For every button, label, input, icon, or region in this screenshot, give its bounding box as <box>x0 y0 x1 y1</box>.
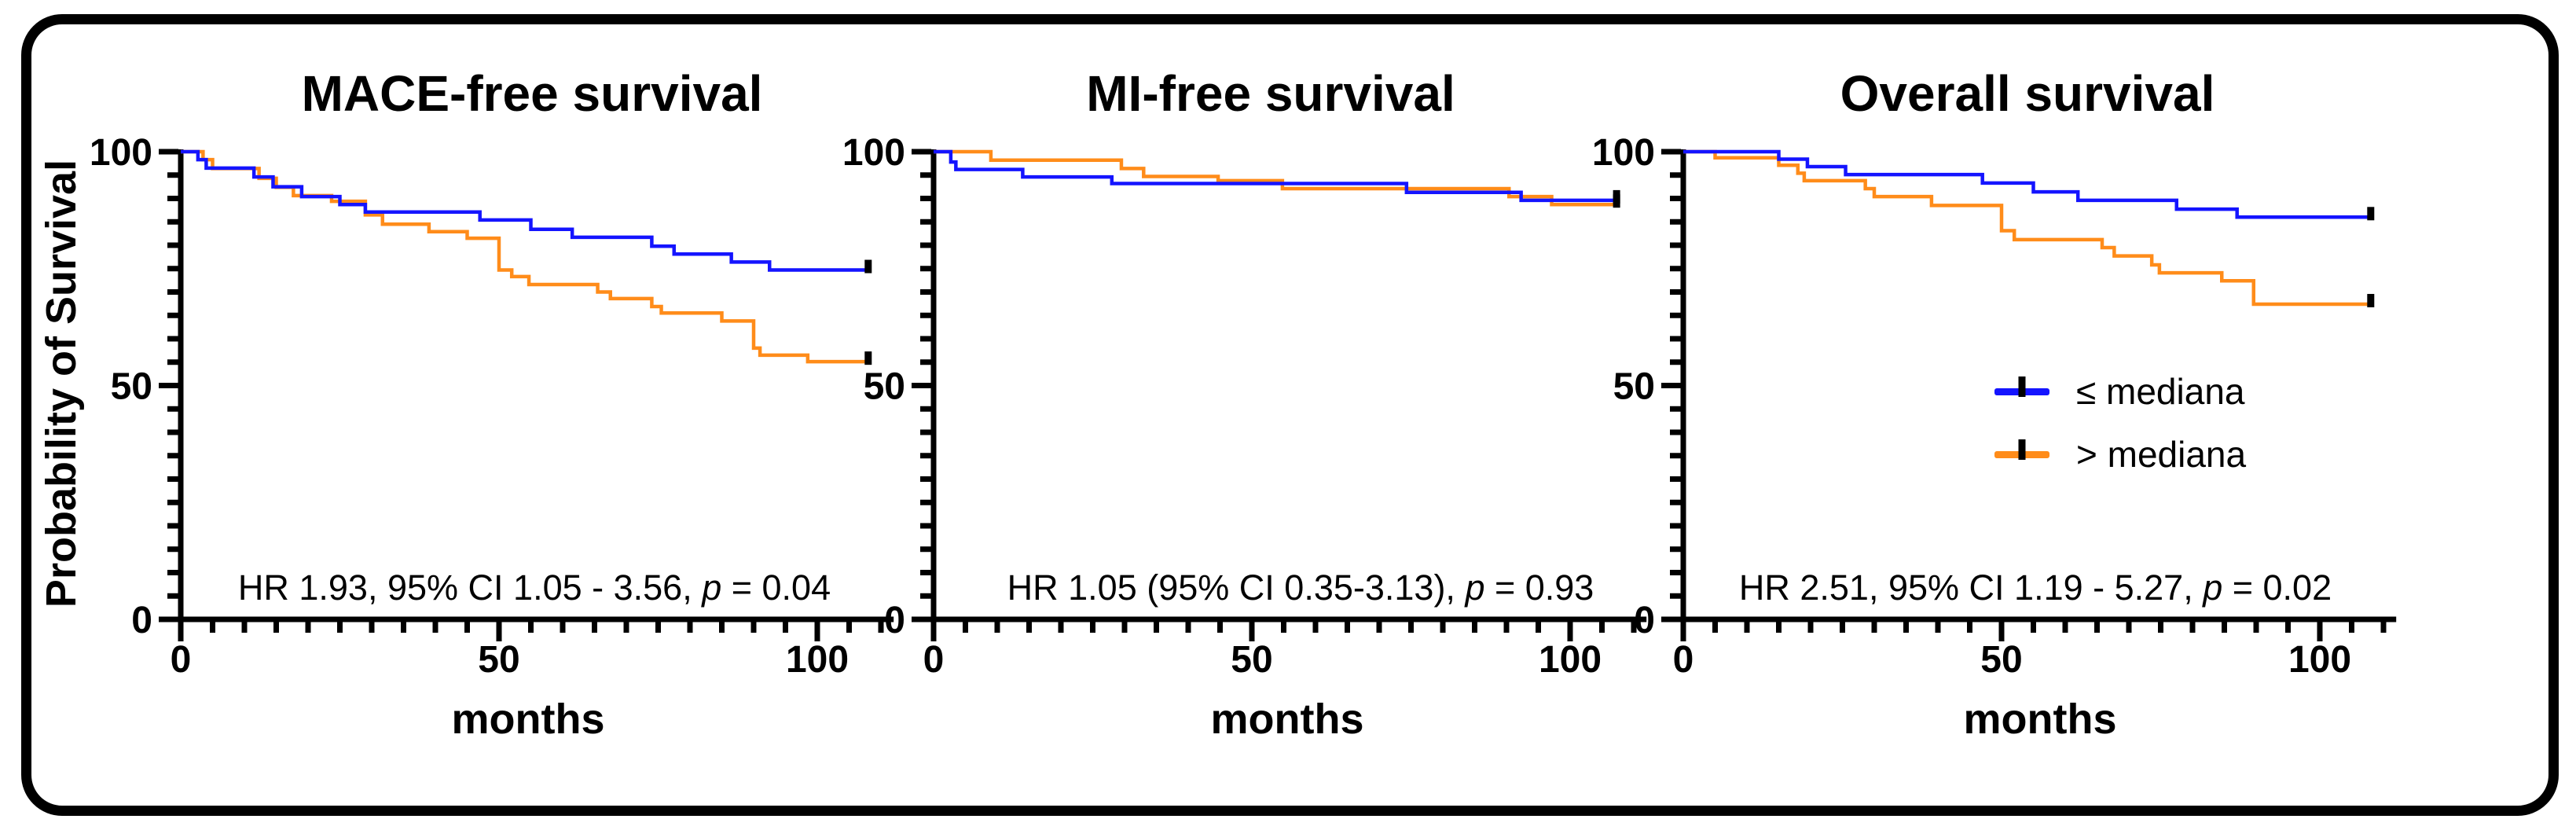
p-value: = 0.04 <box>721 567 831 608</box>
legend-item-le-mediana: ≤ mediana <box>1994 360 2246 423</box>
y-tick-label: 0 <box>1634 600 1655 641</box>
hr-stats-text: HR 1.05 (95% CI 0.35-3.13), <box>1007 567 1466 608</box>
km-curve-gt-mediana <box>934 149 1617 207</box>
x-tick-label: 0 <box>171 639 192 681</box>
y-tick-label: 50 <box>111 366 152 408</box>
p-symbol: p <box>702 567 722 608</box>
x-tick-label: 50 <box>1980 639 2022 681</box>
x-axis-title: months <box>1210 696 1364 743</box>
x-tick-label: 0 <box>923 639 945 681</box>
y-tick-label: 100 <box>842 132 905 174</box>
km-curve-le-mediana <box>934 149 1617 203</box>
censor-tick <box>864 259 872 274</box>
censor-tick-icon <box>2018 439 2026 460</box>
panel-title: MACE-free survival <box>301 65 763 122</box>
x-tick-label: 50 <box>1231 639 1272 681</box>
p-value: = 0.02 <box>2222 567 2332 608</box>
hr-stats-text: HR 1.93, 95% CI 1.05 - 3.56, <box>237 567 703 608</box>
hr-annotation: HR 2.51, 95% CI 1.19 - 5.27, p = 0.02 <box>1739 567 2332 608</box>
km-curve-le-mediana <box>181 149 868 272</box>
x-tick-label: 100 <box>1539 639 1602 681</box>
y-tick-label: 50 <box>1613 366 1655 408</box>
legend: ≤ mediana > mediana <box>1994 360 2246 486</box>
km-curve-le-mediana <box>1683 149 2371 219</box>
y-axis-title: Probability of Survival <box>38 159 85 608</box>
y-tick-label: 50 <box>864 366 905 408</box>
legend-label: > mediana <box>2076 434 2247 475</box>
hr-stats-text: HR 2.51, 95% CI 1.19 - 5.27, <box>1738 567 2204 608</box>
censor-tick <box>1613 189 1620 204</box>
y-tick-label: 100 <box>1592 132 1655 174</box>
legend-line-orange-icon <box>1994 439 2049 460</box>
x-tick-label: 100 <box>786 639 849 681</box>
y-tick-label: 0 <box>131 600 152 641</box>
legend-label: ≤ mediana <box>2076 371 2245 412</box>
legend-item-gt-mediana: > mediana <box>1994 423 2246 486</box>
p-symbol: p <box>1465 567 1485 608</box>
censor-tick-icon <box>2018 376 2026 397</box>
hr-annotation: HR 1.93, 95% CI 1.05 - 3.56, p = 0.04 <box>238 567 831 608</box>
km-curve-gt-mediana <box>1683 149 2371 307</box>
y-tick-label: 0 <box>884 600 905 641</box>
panel-title: Overall survival <box>1840 65 2215 122</box>
x-tick-label: 0 <box>1673 639 1694 681</box>
censor-tick <box>864 351 872 365</box>
censor-tick <box>2367 207 2375 221</box>
hr-annotation: HR 1.05 (95% CI 0.35-3.13), p = 0.93 <box>1007 567 1594 608</box>
figure-border <box>21 14 2559 816</box>
p-value: = 0.93 <box>1484 567 1594 608</box>
km-curve-gt-mediana <box>181 149 868 364</box>
x-tick-label: 50 <box>478 639 519 681</box>
legend-line-blue-icon <box>1994 376 2049 397</box>
x-axis-title: months <box>451 696 605 743</box>
censor-tick <box>2367 293 2375 307</box>
p-symbol: p <box>2203 567 2223 608</box>
y-tick-label: 100 <box>90 132 152 174</box>
x-axis-title: months <box>1963 696 2117 743</box>
panel-title: MI-free survival <box>1086 65 1455 122</box>
x-tick-label: 100 <box>2288 639 2351 681</box>
